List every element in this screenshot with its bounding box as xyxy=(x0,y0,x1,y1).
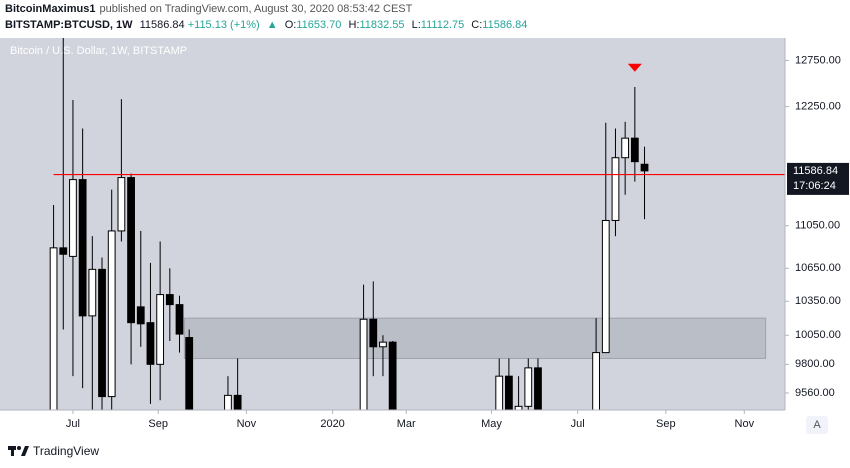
y-tick-label: 12750.00 xyxy=(795,54,841,66)
autoscale-button[interactable] xyxy=(806,416,828,434)
x-tick-label: Jul xyxy=(66,418,80,430)
candle-body xyxy=(592,352,600,410)
last-price-label: 11586.84 xyxy=(793,165,838,177)
plot xyxy=(49,38,785,410)
candle-body xyxy=(175,304,184,335)
candle-body xyxy=(107,230,116,398)
candle-body xyxy=(505,375,513,410)
candle-body xyxy=(59,247,68,255)
brand: TradingView xyxy=(33,444,100,458)
y-tick-label: 9800.00 xyxy=(795,358,835,370)
candle-body xyxy=(69,179,77,257)
logo xyxy=(8,446,29,456)
header-line-2: BITSTAMP:BTCUSD, 1W 11586.84 +115.13 (+1… xyxy=(5,19,531,31)
candle-body xyxy=(127,177,135,324)
published: published on TradingView.com, August 30,… xyxy=(99,3,413,15)
ohlc-label: H: xyxy=(348,19,360,31)
autoscale-label[interactable]: A xyxy=(813,419,821,431)
ohlc-value: 11653.70 xyxy=(296,19,342,31)
candle-body xyxy=(117,177,126,232)
candle-body xyxy=(621,137,630,159)
ohlc-value: 11586.84 xyxy=(482,19,528,31)
y-tick-label: 10050.00 xyxy=(795,329,841,341)
countdown: 17:06:24 xyxy=(793,180,836,192)
candle-body xyxy=(136,306,145,325)
candle-body xyxy=(514,405,523,410)
chart: Bitcoin / U.S. Dollar, 1W, BITSTAMP A 12… xyxy=(0,38,849,434)
x-tick-label: May xyxy=(481,418,502,430)
up-arrow: ▲ xyxy=(266,19,278,31)
ohlc-label: L: xyxy=(411,19,421,31)
ohlc-value: 11832.55 xyxy=(359,19,405,31)
y-tick-label: 9560.00 xyxy=(795,387,835,399)
x-tick-label: Sep xyxy=(656,418,676,430)
candle-body xyxy=(146,322,155,365)
x-tick-label: 2020 xyxy=(320,418,344,430)
candle-body xyxy=(156,294,165,365)
chart-title: Bitcoin / U.S. Dollar, 1W, BITSTAMP xyxy=(10,45,187,57)
x-tick-label: Mar xyxy=(397,418,416,430)
candle-body xyxy=(640,163,649,172)
ohlc-label: O: xyxy=(284,19,297,31)
x-tick-label: Nov xyxy=(735,418,755,430)
candle-body xyxy=(78,179,87,317)
candle-body xyxy=(495,375,504,410)
change: +115.13 (+1%) xyxy=(187,19,260,31)
footer: TradingView xyxy=(8,444,99,458)
last-price-box xyxy=(787,162,849,195)
candle-body xyxy=(601,219,610,354)
candle-body xyxy=(233,394,242,410)
ohlc-value: 11112.75 xyxy=(420,19,465,31)
candle-body xyxy=(611,157,620,221)
candle-body xyxy=(165,294,174,306)
candle-body xyxy=(369,318,378,348)
y-tick-label: 10650.00 xyxy=(795,262,841,274)
candle-body xyxy=(224,394,232,410)
candle-body xyxy=(49,247,58,410)
symbol: BITSTAMP:BTCUSD, 1W xyxy=(5,19,133,31)
price: 11586.84 xyxy=(139,19,185,31)
zone xyxy=(183,317,767,359)
ohlc-label: C: xyxy=(471,19,483,31)
candle-body xyxy=(630,137,639,163)
candle-body xyxy=(388,341,397,410)
candle-body xyxy=(88,268,97,317)
candle-body xyxy=(524,367,533,407)
candle-body xyxy=(359,318,368,410)
y-tick-label: 10350.00 xyxy=(795,295,841,307)
header-line-1: BitcoinMaximus1 published on TradingView.… xyxy=(5,3,416,15)
candle-body xyxy=(379,341,387,348)
candle-body xyxy=(185,337,194,410)
author: BitcoinMaximus1 xyxy=(5,3,96,15)
y-tick-label: 11050.00 xyxy=(795,220,840,232)
x-tick-label: Sep xyxy=(148,418,168,430)
x-tick-label: Jul xyxy=(571,418,585,430)
x-tick-label: Nov xyxy=(237,418,257,430)
candle-body xyxy=(98,268,106,398)
y-tick-label: 12250.00 xyxy=(795,101,841,113)
marker xyxy=(627,63,642,72)
candle-body xyxy=(534,367,542,410)
